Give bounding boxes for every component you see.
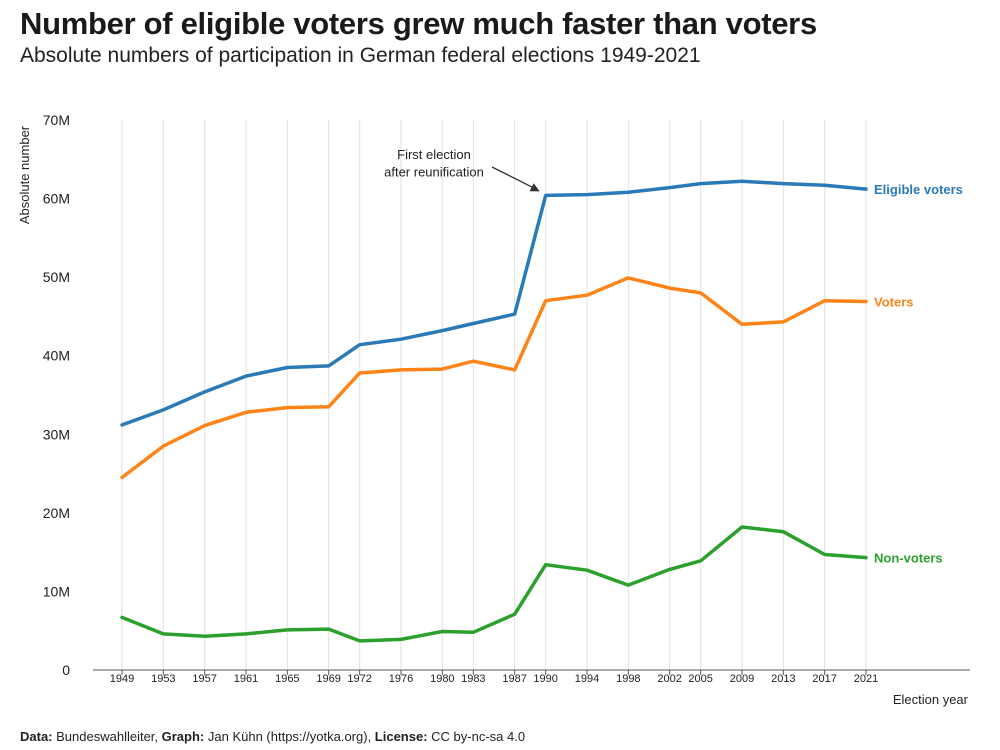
- x-tick-label: 2002: [657, 673, 681, 685]
- x-axis-ticks: 1949 1953 1957 1961 1965 1969 1972 1976 1980 1983…: [110, 670, 878, 685]
- x-tick-label: 1957: [192, 673, 216, 685]
- x-tick-label: 1972: [347, 673, 371, 685]
- x-tick-label: 1990: [533, 673, 557, 685]
- x-tick-label: 1953: [151, 673, 175, 685]
- x-axis-label: Election year: [893, 692, 969, 707]
- voters-line: [120, 276, 868, 480]
- graph-author: Jan Kühn (https://yotka.org),: [204, 729, 375, 744]
- graph-label: Graph:: [161, 729, 205, 744]
- x-tick-label: 2009: [730, 673, 754, 685]
- x-tick-label: 2017: [812, 673, 836, 685]
- chart-subtitle: Absolute numbers of participation in Ger…: [20, 44, 701, 67]
- x-tick-label: 1976: [389, 673, 413, 685]
- annotation-arrowhead: [529, 183, 540, 192]
- y-tick-label: 40M: [43, 348, 70, 364]
- license-value: CC by-nc-sa 4.0: [427, 729, 526, 744]
- x-tick-label: 1980: [430, 673, 454, 685]
- annotation-text: First election: [397, 147, 471, 162]
- eligible-voters-label: Eligible voters: [874, 182, 963, 197]
- y-tick-label: 60M: [43, 191, 70, 207]
- x-tick-label: 1987: [502, 673, 526, 685]
- x-tick-label: 1961: [234, 673, 258, 685]
- data-label: Data:: [20, 729, 53, 744]
- eligible-voters-line: [120, 179, 868, 427]
- license-label: License:: [374, 729, 428, 744]
- x-tick-label: 1969: [316, 673, 340, 685]
- y-tick-label: 70M: [43, 112, 70, 128]
- non-voters-label: Non-voters: [874, 551, 943, 566]
- x-tick-label: 1965: [275, 673, 299, 685]
- series-labels: Eligible voters Voters Non-voters: [874, 182, 963, 566]
- x-tick-label: 2013: [771, 673, 795, 685]
- y-tick-label: 20M: [43, 505, 70, 521]
- footer-credits: Data: Bundeswahlleiter, Graph: Jan Kühn …: [20, 729, 525, 744]
- x-tick-label: 2021: [854, 673, 878, 685]
- x-tick-label: 1983: [461, 673, 485, 685]
- x-tick-label: 1998: [616, 673, 640, 685]
- annotation-arrow: [491, 166, 535, 190]
- x-tick-label: 1949: [110, 673, 134, 685]
- x-tick-label: 1994: [575, 673, 599, 685]
- y-tick-label: 50M: [43, 269, 70, 285]
- y-tick-label: 0: [62, 662, 70, 678]
- y-tick-label: 10M: [43, 583, 70, 599]
- series-lines: [120, 179, 868, 643]
- y-tick-label: 30M: [43, 426, 70, 442]
- annotation-text: after reunification: [384, 165, 484, 180]
- reunification-annotation: First election after reunification: [384, 147, 540, 192]
- y-axis-label: Absolute number: [17, 125, 32, 224]
- x-tick-label: 2005: [688, 673, 712, 685]
- grid-lines: [121, 120, 867, 670]
- non-voters-line: [120, 525, 868, 643]
- data-source: Bundeswahlleiter,: [52, 729, 162, 744]
- voters-label: Voters: [874, 295, 914, 310]
- y-axis-ticks: 0 10M 20M 30M 40M 50M 60M 70M: [43, 112, 70, 678]
- chart-title: Number of eligible voters grew much fast…: [20, 6, 817, 41]
